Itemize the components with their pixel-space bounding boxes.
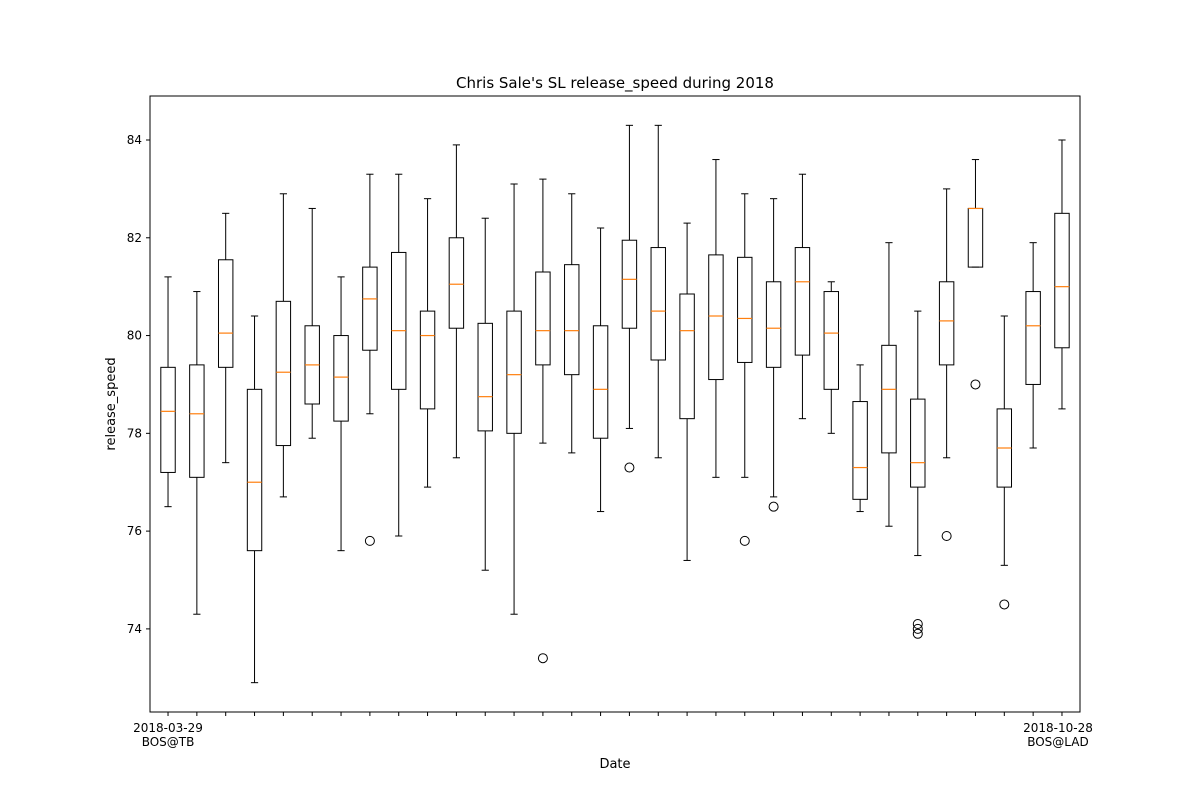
box-group-24 — [823, 281, 839, 434]
outlier-point — [912, 628, 923, 639]
box-iqr — [506, 310, 522, 434]
x-tick-label: 2018-03-29 — [133, 721, 203, 735]
box-group-17 — [621, 124, 638, 473]
box-group-12 — [477, 217, 493, 571]
box-iqr — [679, 293, 695, 420]
box-group-19 — [679, 222, 695, 561]
x-tick-label: 2018-10-28 — [1023, 721, 1093, 735]
box-iqr — [621, 239, 638, 329]
y-tick-label: 74 — [127, 622, 142, 636]
box-group-18 — [650, 124, 666, 459]
box-group-13 — [506, 183, 522, 615]
box-group-20 — [708, 159, 724, 478]
box-iqr — [217, 259, 234, 368]
box-group-16 — [592, 227, 609, 513]
box-iqr — [592, 325, 609, 439]
box-iqr — [650, 247, 666, 361]
box-iqr — [564, 264, 580, 376]
box-group-11 — [448, 144, 465, 459]
outlier-point — [912, 623, 923, 634]
box-group-25 — [852, 364, 868, 513]
axes-frame — [149, 95, 1081, 713]
box-group-4 — [246, 315, 263, 684]
box-iqr — [910, 398, 926, 488]
box-iqr — [189, 364, 205, 478]
box-group-6 — [304, 207, 320, 439]
box-group-7 — [333, 276, 349, 552]
x-axis-label: Date — [599, 757, 630, 772]
box-iqr — [448, 237, 465, 329]
box-group-21 — [737, 193, 753, 546]
box-group-1 — [160, 276, 176, 508]
box-iqr — [535, 271, 551, 366]
x-tick-label: BOS@TB — [142, 735, 195, 749]
box-group-22 — [765, 198, 782, 512]
box-group-9 — [391, 173, 407, 537]
y-tick-label: 80 — [127, 329, 142, 343]
box-group-29 — [967, 159, 984, 390]
box-group-31 — [1025, 242, 1041, 449]
box-iqr — [852, 401, 868, 500]
outlier-point — [537, 653, 548, 664]
x-tick-label: BOS@LAD — [1027, 735, 1089, 749]
outlier-point — [970, 379, 981, 390]
box-iqr — [938, 281, 955, 366]
y-tick-label: 78 — [127, 426, 142, 440]
box-iqr — [362, 266, 378, 351]
box-iqr — [333, 335, 349, 422]
box-iqr — [419, 310, 436, 410]
box-iqr — [794, 247, 811, 356]
box-group-8 — [362, 173, 378, 546]
box-group-2 — [189, 291, 205, 615]
outlier-point — [768, 501, 779, 512]
box-group-15 — [564, 193, 580, 454]
box-iqr — [737, 256, 753, 363]
box-group-27 — [910, 310, 926, 639]
y-tick-label: 76 — [127, 524, 142, 538]
box-iqr — [160, 366, 176, 473]
outlier-point — [364, 535, 375, 546]
plot-area — [160, 124, 1070, 684]
box-iqr — [823, 291, 839, 390]
box-iqr — [1025, 291, 1041, 385]
box-iqr — [246, 388, 263, 552]
y-tick-label: 84 — [127, 133, 142, 147]
box-iqr — [391, 251, 407, 390]
y-axis-label: release_speed — [104, 357, 119, 450]
box-iqr — [881, 344, 897, 454]
box-group-14 — [535, 178, 551, 664]
box-group-5 — [275, 193, 292, 498]
box-group-26 — [881, 242, 897, 527]
box-group-3 — [217, 212, 234, 464]
outlier-point — [941, 531, 952, 541]
box-group-28 — [938, 188, 955, 541]
box-group-10 — [419, 198, 436, 488]
box-group-32 — [1054, 139, 1070, 410]
box-group-23 — [794, 173, 811, 420]
y-tick-label: 82 — [127, 231, 142, 245]
box-iqr — [1054, 212, 1070, 349]
outlier-point — [999, 599, 1010, 610]
box-iqr — [477, 322, 493, 432]
box-iqr — [275, 300, 292, 447]
y-axis-ticks: 74 76 78 80 82 84 — [127, 133, 150, 636]
outlier-point — [624, 462, 635, 473]
box-group-30 — [996, 315, 1013, 610]
outlier-point — [912, 619, 923, 629]
box-iqr — [765, 281, 782, 368]
box-iqr — [708, 254, 724, 381]
chart-title: Chris Sale's SL release_speed during 201… — [456, 74, 774, 93]
outlier-point — [739, 535, 750, 546]
